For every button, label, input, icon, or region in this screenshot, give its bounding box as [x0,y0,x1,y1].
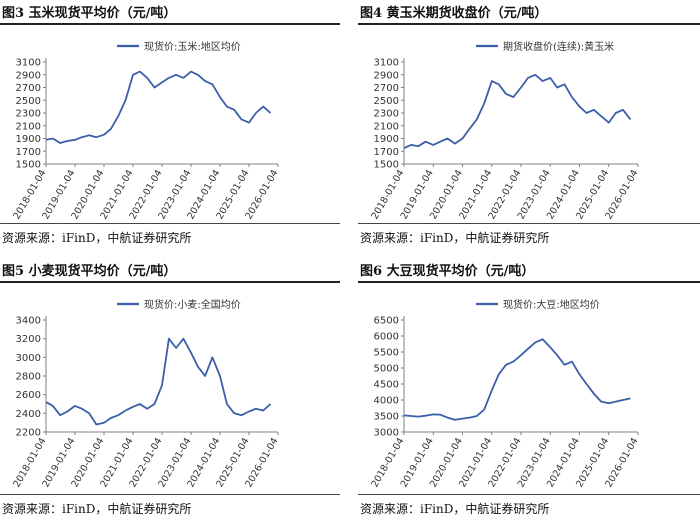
y-tick-label: 2200 [16,428,41,439]
line-chart-wheat-spot: 现货价:小麦:全国均价22002400260028003000320034002… [11,298,280,489]
y-tick-label: 3400 [16,316,41,327]
y-tick-label: 6000 [374,332,399,343]
source-note: 资源来源：iFinD，中航证券研究所 [2,502,192,516]
y-tick-label: 3100 [374,58,399,69]
series-line [403,338,631,421]
y-tick-label: 5000 [374,364,399,375]
chart-panel-soybean-spot: 图6 大豆现货平均价（元/吨） 现货价:大豆:地区均价 3000 3500 4000 4… [358,258,700,523]
y-tick-label: 4000 [374,396,399,407]
y-tick-label: 3000 [374,428,399,439]
title-divider [358,281,700,283]
chart-panel-corn-spot: 图3 玉米现货平均价（元/吨） 现货价:玉米:地区均价 1500 1700 1900 2… [0,0,340,255]
series-line [45,70,272,144]
y-tick-label: 2700 [374,83,399,94]
source-note: 资源来源：iFinD，中航证券研究所 [360,231,550,245]
source-divider [0,494,340,495]
y-tick-label: 2500 [16,96,41,107]
legend-label: 期货收盘价(连续):黄玉米 [503,40,614,53]
chart-title: 图4 黄玉米期货收盘价（元/吨） [360,6,548,21]
y-tick-label: 2600 [16,390,41,401]
y-tick-label: 2100 [16,121,41,132]
y-tick-label: 2900 [16,70,41,81]
legend-label: 现货价:小麦:全国均价 [144,298,241,311]
y-tick-label: 2700 [16,83,41,94]
y-tick-label: 4500 [374,380,399,391]
y-tick-label: 2800 [16,372,41,383]
y-tick-label: 5500 [374,348,399,359]
source-note: 资源来源：iFinD，中航证券研究所 [2,231,192,245]
source-divider [358,223,700,224]
source-divider [0,223,340,224]
y-tick-label: 6500 [374,316,399,327]
y-tick-label: 1500 [374,160,399,171]
source-divider [358,494,700,495]
legend-label: 现货价:大豆:地区均价 [503,298,600,311]
chart-panel-wheat-spot: 图5 小麦现货平均价（元/吨） 现货价:小麦:全国均价 2200 2400 2600 2… [0,258,340,523]
y-tick-label: 2300 [374,109,399,120]
y-tick-label: 1700 [16,147,41,158]
y-tick-label: 3500 [374,412,399,423]
y-tick-label: 3200 [16,334,41,345]
y-tick-label: 2400 [16,409,41,420]
chart-panel-corn-futures: 图4 黄玉米期货收盘价（元/吨） 期货收盘价(连续):黄玉米 1500 1700 19… [358,0,700,255]
source-note: 资源来源：iFinD，中航证券研究所 [360,502,550,516]
chart-title: 图5 小麦现货平均价（元/吨） [2,264,177,279]
y-tick-label: 1500 [16,160,41,171]
y-tick-label: 3000 [16,353,41,364]
title-divider [0,23,340,25]
title-divider [358,23,700,25]
title-divider [0,281,340,283]
y-tick-label: 2100 [374,121,399,132]
chart-title: 图6 大豆现货平均价（元/吨） [360,264,535,279]
y-tick-label: 2900 [374,70,399,81]
y-tick-label: 1700 [374,147,399,158]
y-tick-label: 1900 [16,134,41,145]
chart-title: 图3 玉米现货平均价（元/吨） [2,6,177,21]
legend-label: 现货价:玉米:地区均价 [144,40,241,53]
y-tick-label: 2300 [16,109,41,120]
series-line [403,73,632,149]
y-tick-label: 3100 [16,58,41,69]
series-line [45,337,272,426]
y-tick-label: 1900 [374,134,399,145]
y-tick-label: 2500 [374,96,399,107]
line-chart-soybean-spot: 现货价:大豆:地区均价 3000 3500 4000 4500 5000 5500 6000 6… [369,298,640,489]
